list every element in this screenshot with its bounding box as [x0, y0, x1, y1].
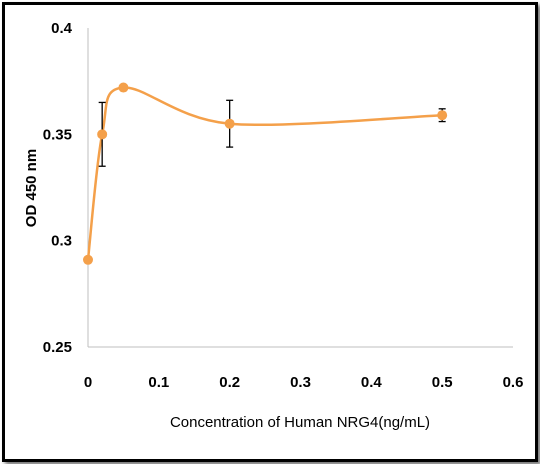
y-axis-title: OD 450 nm: [23, 149, 40, 227]
x-tick-label: 0.5: [432, 374, 453, 391]
data-point: [118, 82, 129, 93]
x-tick-labels: 0 0.1 0.2 0.3 0.4 0.5 0.6: [84, 374, 524, 391]
x-tick-label: 0.4: [361, 374, 383, 391]
x-tick-label: 0.1: [148, 374, 169, 391]
y-tick-label: 0.3: [51, 233, 72, 250]
data-points: [83, 82, 448, 265]
data-point: [224, 118, 235, 129]
x-tick-label: 0: [84, 374, 92, 391]
error-bars: [98, 99, 446, 167]
data-point: [437, 110, 448, 121]
x-axis-title: Concentration of Human NRG4(ng/mL): [170, 414, 430, 431]
axes: [87, 28, 513, 348]
data-point: [83, 254, 93, 265]
y-tick-label: 0.35: [43, 126, 72, 143]
y-tick-labels: 0.25 0.3 0.35 0.4: [43, 20, 73, 356]
x-tick-label: 0.2: [219, 374, 240, 391]
x-tick-label: 0.3: [290, 374, 311, 391]
series-line: [86, 86, 443, 260]
y-tick-label: 0.4: [51, 20, 73, 37]
data-point: [97, 129, 108, 140]
x-tick-label: 0.6: [503, 374, 524, 391]
y-tick-label: 0.25: [43, 339, 72, 356]
